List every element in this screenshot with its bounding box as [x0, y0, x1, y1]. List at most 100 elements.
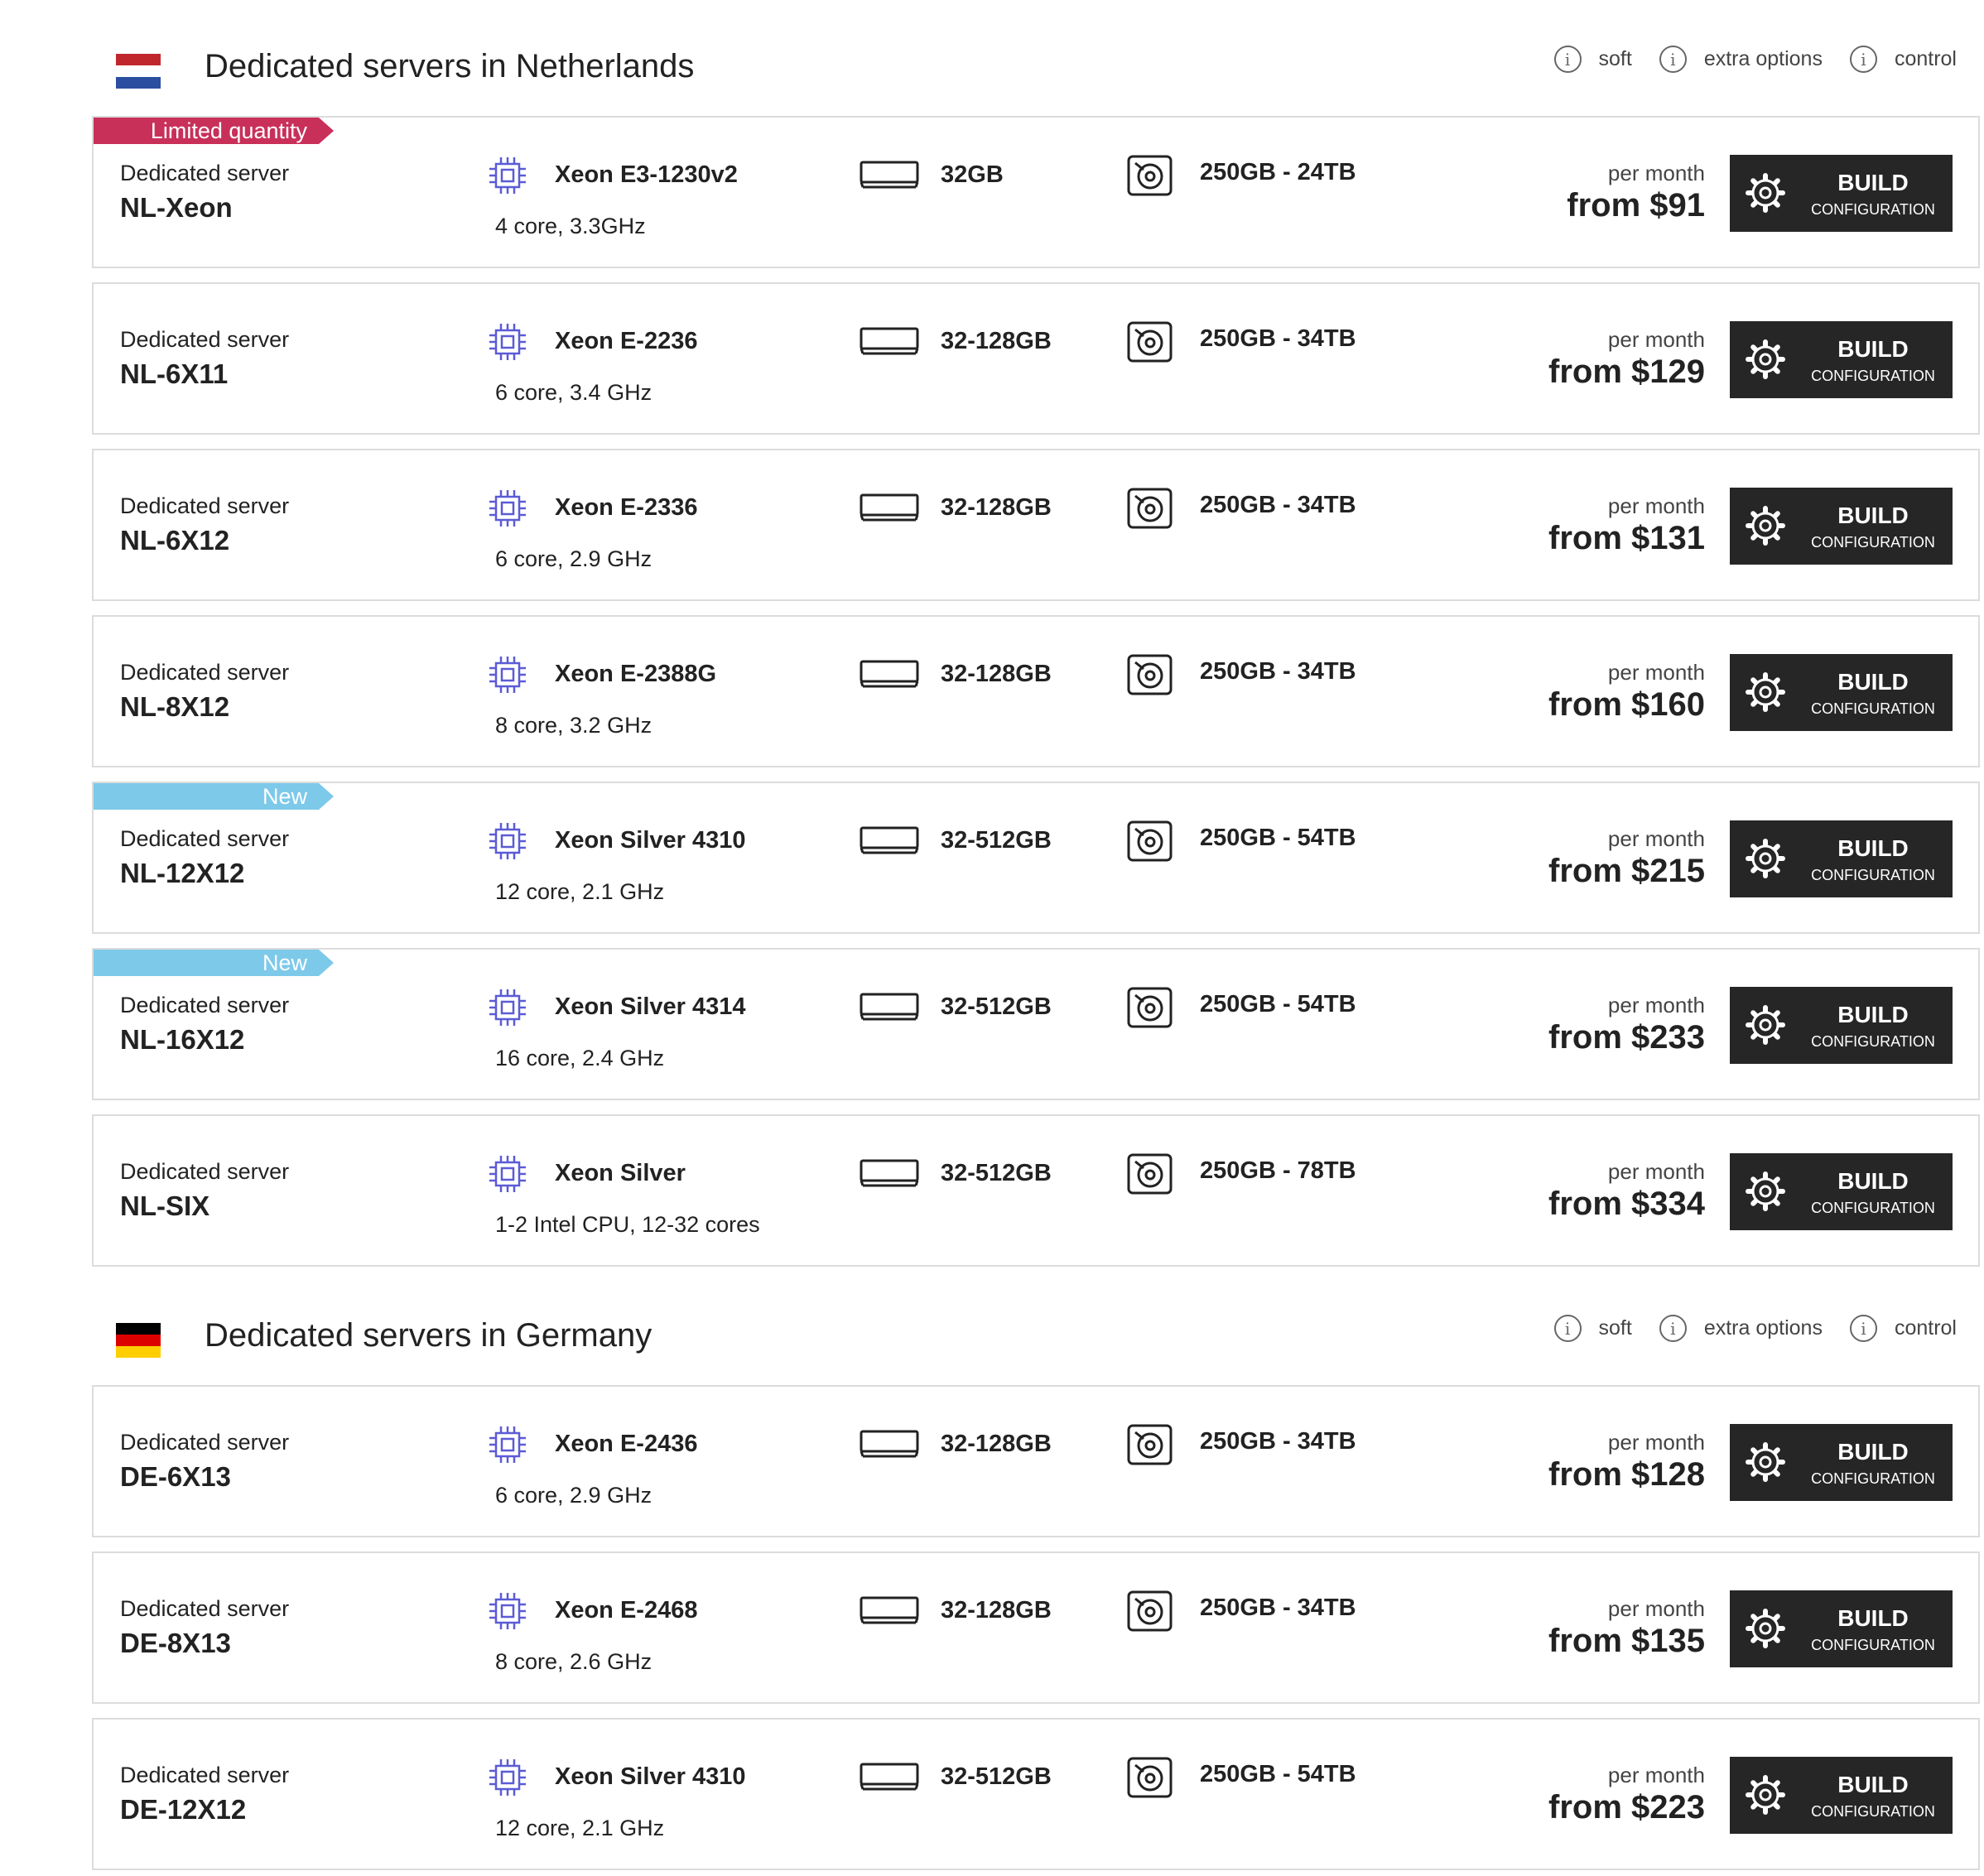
legend-item[interactable]: i control	[1849, 1315, 1957, 1342]
build-configuration-button[interactable]: BUILD CONFIGURATION	[1730, 1153, 1953, 1230]
cpu-icon	[487, 488, 528, 529]
cpu-detail: 12 core, 2.1 GHz	[495, 879, 665, 904]
price-label: per month	[1607, 161, 1705, 185]
flag-icon	[116, 54, 161, 89]
disk-value: 250GB - 34TB	[1200, 325, 1356, 352]
cpu-detail: 6 core, 2.9 GHz	[495, 1483, 653, 1508]
cpu-detail: 1-2 Intel CPU, 12-32 cores	[495, 1212, 760, 1237]
build-configuration-button[interactable]: BUILD CONFIGURATION	[1730, 987, 1953, 1064]
flag-icon	[116, 1323, 161, 1358]
build-configuration-button[interactable]: BUILD CONFIGURATION	[1730, 1757, 1953, 1834]
info-icon[interactable]: i	[1659, 1315, 1687, 1342]
legend-item[interactable]: i control	[1849, 46, 1957, 73]
disk-icon	[1127, 1757, 1173, 1798]
server-type: Dedicated server	[120, 1596, 290, 1621]
ram-icon	[860, 1428, 919, 1461]
build-button-title: BUILD	[1837, 170, 1909, 195]
legend-item[interactable]: i extra options	[1659, 46, 1823, 73]
server-type: Dedicated server	[120, 493, 290, 518]
ram-icon	[860, 991, 919, 1024]
build-button-subtitle: CONFIGURATION	[1811, 368, 1935, 384]
disk-value: 250GB - 78TB	[1200, 1157, 1356, 1184]
server-type: Dedicated server	[120, 993, 290, 1017]
legend: i soft i extra options i control	[1527, 1315, 1957, 1342]
server-type: Dedicated server	[120, 1763, 290, 1787]
build-button-title: BUILD	[1837, 669, 1909, 695]
server-name: NL-8X12	[120, 691, 230, 722]
build-configuration-button[interactable]: BUILD CONFIGURATION	[1730, 321, 1953, 398]
cpu-model: Xeon E3-1230v2	[555, 161, 738, 188]
server-card: Dedicated server NL-6X11 Xeon E-2236 6 core…	[92, 282, 1980, 435]
build-button-subtitle: CONFIGURATION	[1811, 1803, 1935, 1820]
disk-value: 250GB - 34TB	[1200, 1595, 1356, 1621]
price-label: per month	[1607, 1763, 1705, 1787]
cpu-detail: 8 core, 3.2 GHz	[495, 713, 653, 738]
server-card: Dedicated server NL-6X12 Xeon E-2336 6 core…	[92, 449, 1980, 601]
legend-item[interactable]: i soft	[1553, 1315, 1632, 1342]
cpu-icon	[487, 987, 528, 1028]
price-label: per month	[1607, 993, 1705, 1017]
info-icon[interactable]: i	[1659, 46, 1687, 73]
legend-label: extra options	[1703, 47, 1823, 70]
server-name: NL-6X11	[120, 358, 229, 389]
server-name: DE-8X13	[120, 1628, 231, 1658]
price-value: from $160	[1548, 686, 1705, 723]
disk-value: 250GB - 34TB	[1200, 658, 1356, 685]
price-value: from $233	[1548, 1019, 1705, 1056]
legend-item[interactable]: i soft	[1553, 46, 1632, 73]
gear-icon	[1746, 1171, 1785, 1211]
build-configuration-button[interactable]: BUILD CONFIGURATION	[1730, 155, 1953, 232]
price-label: per month	[1607, 660, 1705, 685]
disk-icon	[1127, 321, 1173, 363]
cpu-model: Xeon E-2336	[555, 494, 698, 521]
ram-value: 32-128GB	[941, 494, 1052, 521]
info-icon[interactable]: i	[1849, 1315, 1877, 1342]
disk-value: 250GB - 54TB	[1200, 1761, 1356, 1787]
build-configuration-button[interactable]: BUILD CONFIGURATION	[1730, 820, 1953, 897]
cpu-model: Xeon Silver 4310	[555, 827, 746, 854]
price-label: per month	[1607, 1430, 1705, 1455]
server-card: New Dedicated server NL-16X12 Xeon Silver 4…	[92, 948, 1980, 1100]
build-configuration-button[interactable]: BUILD CONFIGURATION	[1730, 1424, 1953, 1501]
gear-icon	[1746, 1442, 1785, 1482]
disk-value: 250GB - 54TB	[1200, 825, 1356, 851]
ram-value: 32-128GB	[941, 661, 1052, 687]
ram-icon	[860, 825, 919, 858]
badge-label: New	[94, 950, 319, 976]
server-name: NL-16X12	[120, 1024, 245, 1055]
cpu-icon	[487, 820, 528, 862]
info-icon[interactable]: i	[1553, 1315, 1582, 1342]
legend-item[interactable]: i extra options	[1659, 1315, 1823, 1342]
price-label: per month	[1607, 327, 1705, 352]
info-icon[interactable]: i	[1849, 46, 1877, 73]
badge-label: New	[94, 783, 319, 810]
info-icon[interactable]: i	[1553, 46, 1582, 73]
gear-icon	[1746, 672, 1785, 712]
ram-value: 32-512GB	[941, 1763, 1052, 1790]
build-button-subtitle: CONFIGURATION	[1811, 867, 1935, 883]
build-button-title: BUILD	[1837, 336, 1909, 362]
build-configuration-button[interactable]: BUILD CONFIGURATION	[1730, 1590, 1953, 1667]
ribbon-tip	[319, 783, 334, 810]
price-value: from $128	[1548, 1456, 1705, 1493]
build-button-subtitle: CONFIGURATION	[1811, 1200, 1935, 1216]
price-label: per month	[1607, 1159, 1705, 1184]
price-label: per month	[1607, 493, 1705, 518]
cpu-model: Xeon E-2468	[555, 1597, 698, 1623]
server-name: NL-Xeon	[120, 192, 233, 223]
build-configuration-button[interactable]: BUILD CONFIGURATION	[1730, 654, 1953, 731]
build-configuration-button[interactable]: BUILD CONFIGURATION	[1730, 488, 1953, 565]
cpu-detail: 16 core, 2.4 GHz	[495, 1046, 665, 1070]
badge-ribbon: New	[94, 950, 334, 976]
disk-icon	[1127, 155, 1173, 196]
ram-icon	[860, 1157, 919, 1191]
ram-value: 32-512GB	[941, 1160, 1052, 1186]
ram-icon	[860, 492, 919, 525]
ram-icon	[860, 658, 919, 691]
ram-value: 32-128GB	[941, 1431, 1052, 1457]
badge-ribbon: New	[94, 783, 334, 810]
gear-icon	[1746, 173, 1785, 213]
build-button-subtitle: CONFIGURATION	[1811, 1033, 1935, 1050]
price-value: from $135	[1548, 1623, 1705, 1659]
disk-value: 250GB - 24TB	[1200, 159, 1356, 185]
